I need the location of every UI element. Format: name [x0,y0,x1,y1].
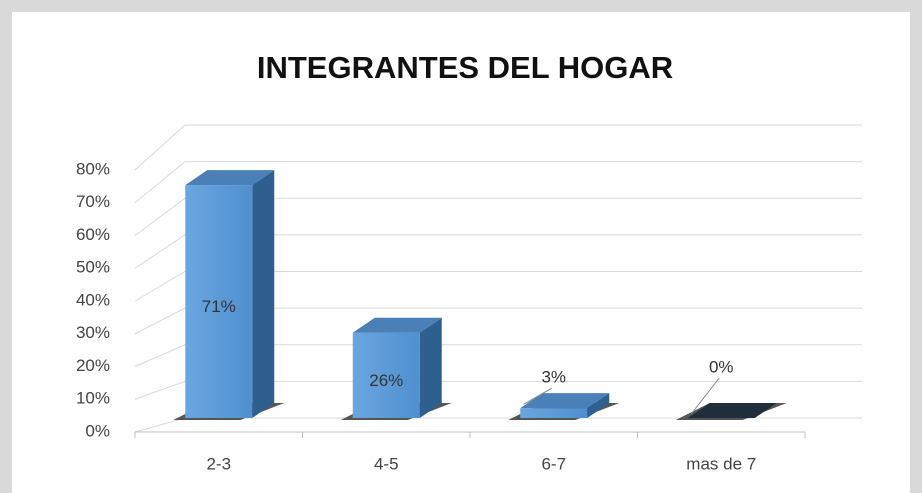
y-tick-label: 70% [76,192,110,211]
bar-top [352,317,442,333]
y-tick-label: 10% [76,389,110,408]
grid-line [134,307,862,335]
leader-line [690,377,720,415]
grid-line [134,161,862,204]
bar [687,403,777,418]
bar-top [185,170,275,186]
x-tick-label: mas de 7 [686,454,756,473]
chart-title: INTEGRANTES DEL HOGAR [257,50,673,85]
bar-top [687,403,777,418]
bar-top [520,393,610,409]
bar-side [252,170,275,418]
grid-line [134,234,862,269]
grid-line [134,124,862,171]
grid-line [134,380,862,400]
y-tick-label: 50% [76,258,110,277]
bar-front [352,332,420,418]
bar-side [419,317,442,418]
data-label: 3% [541,368,566,387]
x-tick-label: 6-7 [541,454,566,473]
grid-line [134,271,862,302]
grid-line [134,197,862,236]
leader-line [523,387,552,405]
bar-front [520,408,588,418]
y-tick-label: 60% [76,225,110,244]
y-tick-label: 40% [76,290,110,309]
y-tick-label: 80% [76,159,110,178]
data-label: 0% [709,357,734,376]
grid-line [134,344,862,367]
data-label: 26% [369,371,403,390]
y-tick-label: 0% [85,421,110,440]
data-label: 71% [202,297,236,316]
bar [185,170,275,418]
x-tick-label: 4-5 [374,454,399,473]
y-tick-label: 30% [76,323,110,342]
bar-front [185,185,253,418]
bar [352,317,442,418]
x-tick-label: 2-3 [206,454,231,473]
bar-side [587,393,610,418]
bar [520,393,610,418]
y-tick-label: 20% [76,356,110,375]
